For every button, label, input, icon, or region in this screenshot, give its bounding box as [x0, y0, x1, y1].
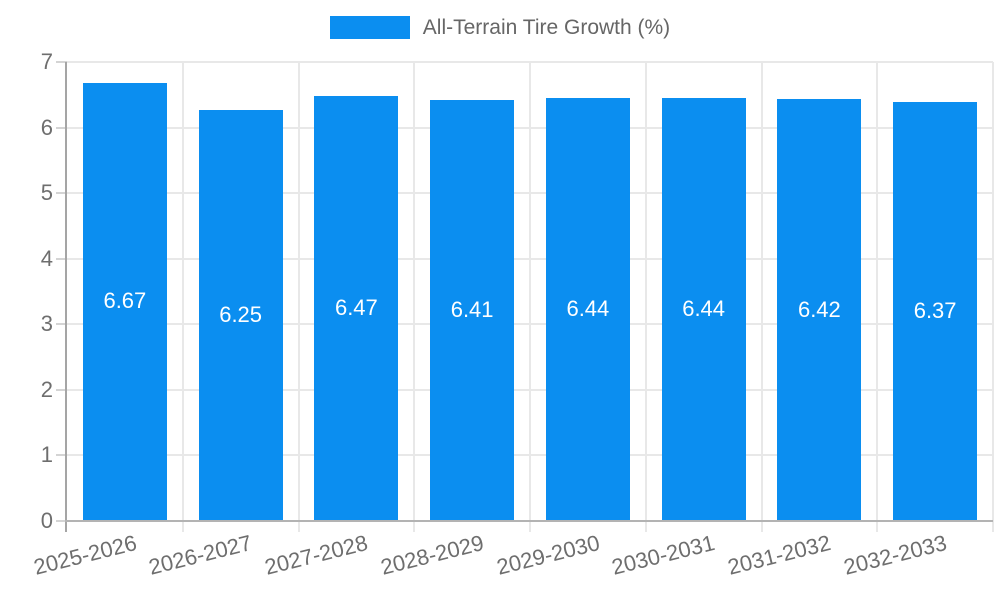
gridline-vertical — [760, 62, 763, 532]
y-tick-mark — [56, 192, 67, 195]
bar: 6.67 — [82, 82, 167, 520]
bar-value-label: 6.47 — [334, 294, 378, 320]
x-axis-line — [65, 520, 993, 522]
bar-value-label: 6.42 — [797, 296, 841, 322]
y-tick-mark — [56, 61, 67, 63]
bar: 6.47 — [314, 95, 399, 520]
gridline-vertical — [876, 62, 879, 532]
y-tick-label: 2 — [40, 376, 53, 402]
bar: 6.42 — [777, 99, 862, 520]
y-tick-label: 0 — [40, 508, 53, 533]
x-tick-label: 2031-2032 — [725, 530, 834, 580]
y-tick-mark — [56, 257, 67, 260]
bar-value-label: 6.37 — [913, 298, 957, 324]
x-tick-label: 2028-2029 — [378, 530, 487, 580]
y-tick-label: 3 — [40, 311, 53, 337]
bar: 6.44 — [661, 97, 746, 520]
y-tick-mark — [56, 126, 67, 129]
x-tick-label: 2030-2031 — [609, 530, 718, 580]
gridline-vertical — [529, 62, 531, 532]
y-tick-label: 7 — [40, 49, 53, 74]
gridline-vertical — [297, 62, 300, 532]
y-tick-label: 6 — [40, 114, 53, 140]
y-axis-line — [65, 62, 67, 532]
y-tick-mark — [56, 388, 67, 391]
gridline-vertical — [413, 62, 416, 532]
legend-label: All-Terrain Tire Growth (%) — [422, 16, 671, 39]
y-tick-label: 4 — [40, 245, 53, 271]
gridline-vertical — [644, 62, 647, 532]
bar-value-label: 6.41 — [450, 296, 494, 322]
y-tick-label: 5 — [40, 180, 53, 206]
bar: 6.37 — [893, 102, 978, 520]
x-tick-label: 2029-2030 — [493, 530, 602, 580]
gridline-vertical — [992, 62, 994, 532]
x-tick-label: 2027-2028 — [262, 530, 371, 580]
bar-value-label: 6.25 — [219, 302, 263, 328]
bar: 6.44 — [545, 97, 630, 520]
legend-swatch — [329, 16, 410, 39]
legend[interactable]: All-Terrain Tire Growth (%) — [0, 16, 1000, 39]
x-tick-label: 2032-2033 — [841, 530, 950, 580]
y-tick-mark — [56, 454, 67, 457]
bar-value-label: 6.44 — [682, 295, 726, 321]
y-tick-label: 1 — [40, 442, 53, 468]
x-tick-label: 2026-2027 — [146, 530, 255, 580]
x-tick-label: 2025-2026 — [30, 530, 139, 580]
y-tick-mark — [56, 520, 67, 522]
gridline-vertical — [181, 62, 184, 532]
bar: 6.41 — [430, 99, 515, 520]
bar: 6.25 — [198, 110, 283, 520]
bar-value-label: 6.44 — [566, 295, 610, 321]
y-tick-mark — [56, 323, 67, 326]
bar-value-label: 6.67 — [103, 288, 147, 314]
